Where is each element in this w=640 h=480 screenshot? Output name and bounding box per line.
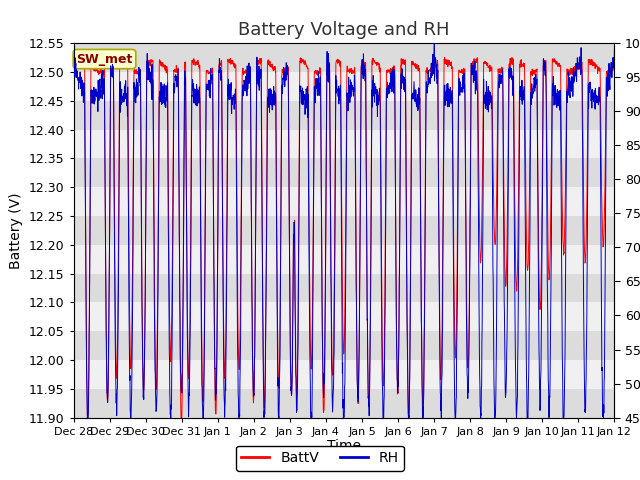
Bar — [74, 158, 614, 187]
Bar — [74, 360, 614, 389]
Bar — [74, 274, 614, 302]
Legend: BattV, RH: BattV, RH — [236, 445, 404, 471]
Title: Battery Voltage and RH: Battery Voltage and RH — [238, 21, 450, 39]
Bar — [74, 245, 614, 274]
Text: SW_met: SW_met — [76, 53, 132, 66]
Bar — [74, 302, 614, 331]
Bar — [74, 389, 614, 418]
Bar — [74, 130, 614, 158]
Bar — [74, 216, 614, 245]
Bar — [74, 101, 614, 130]
Bar — [74, 72, 614, 101]
Bar — [74, 43, 614, 72]
X-axis label: Time: Time — [327, 439, 361, 454]
Bar — [74, 187, 614, 216]
Bar — [74, 331, 614, 360]
Y-axis label: Battery (V): Battery (V) — [9, 192, 23, 269]
